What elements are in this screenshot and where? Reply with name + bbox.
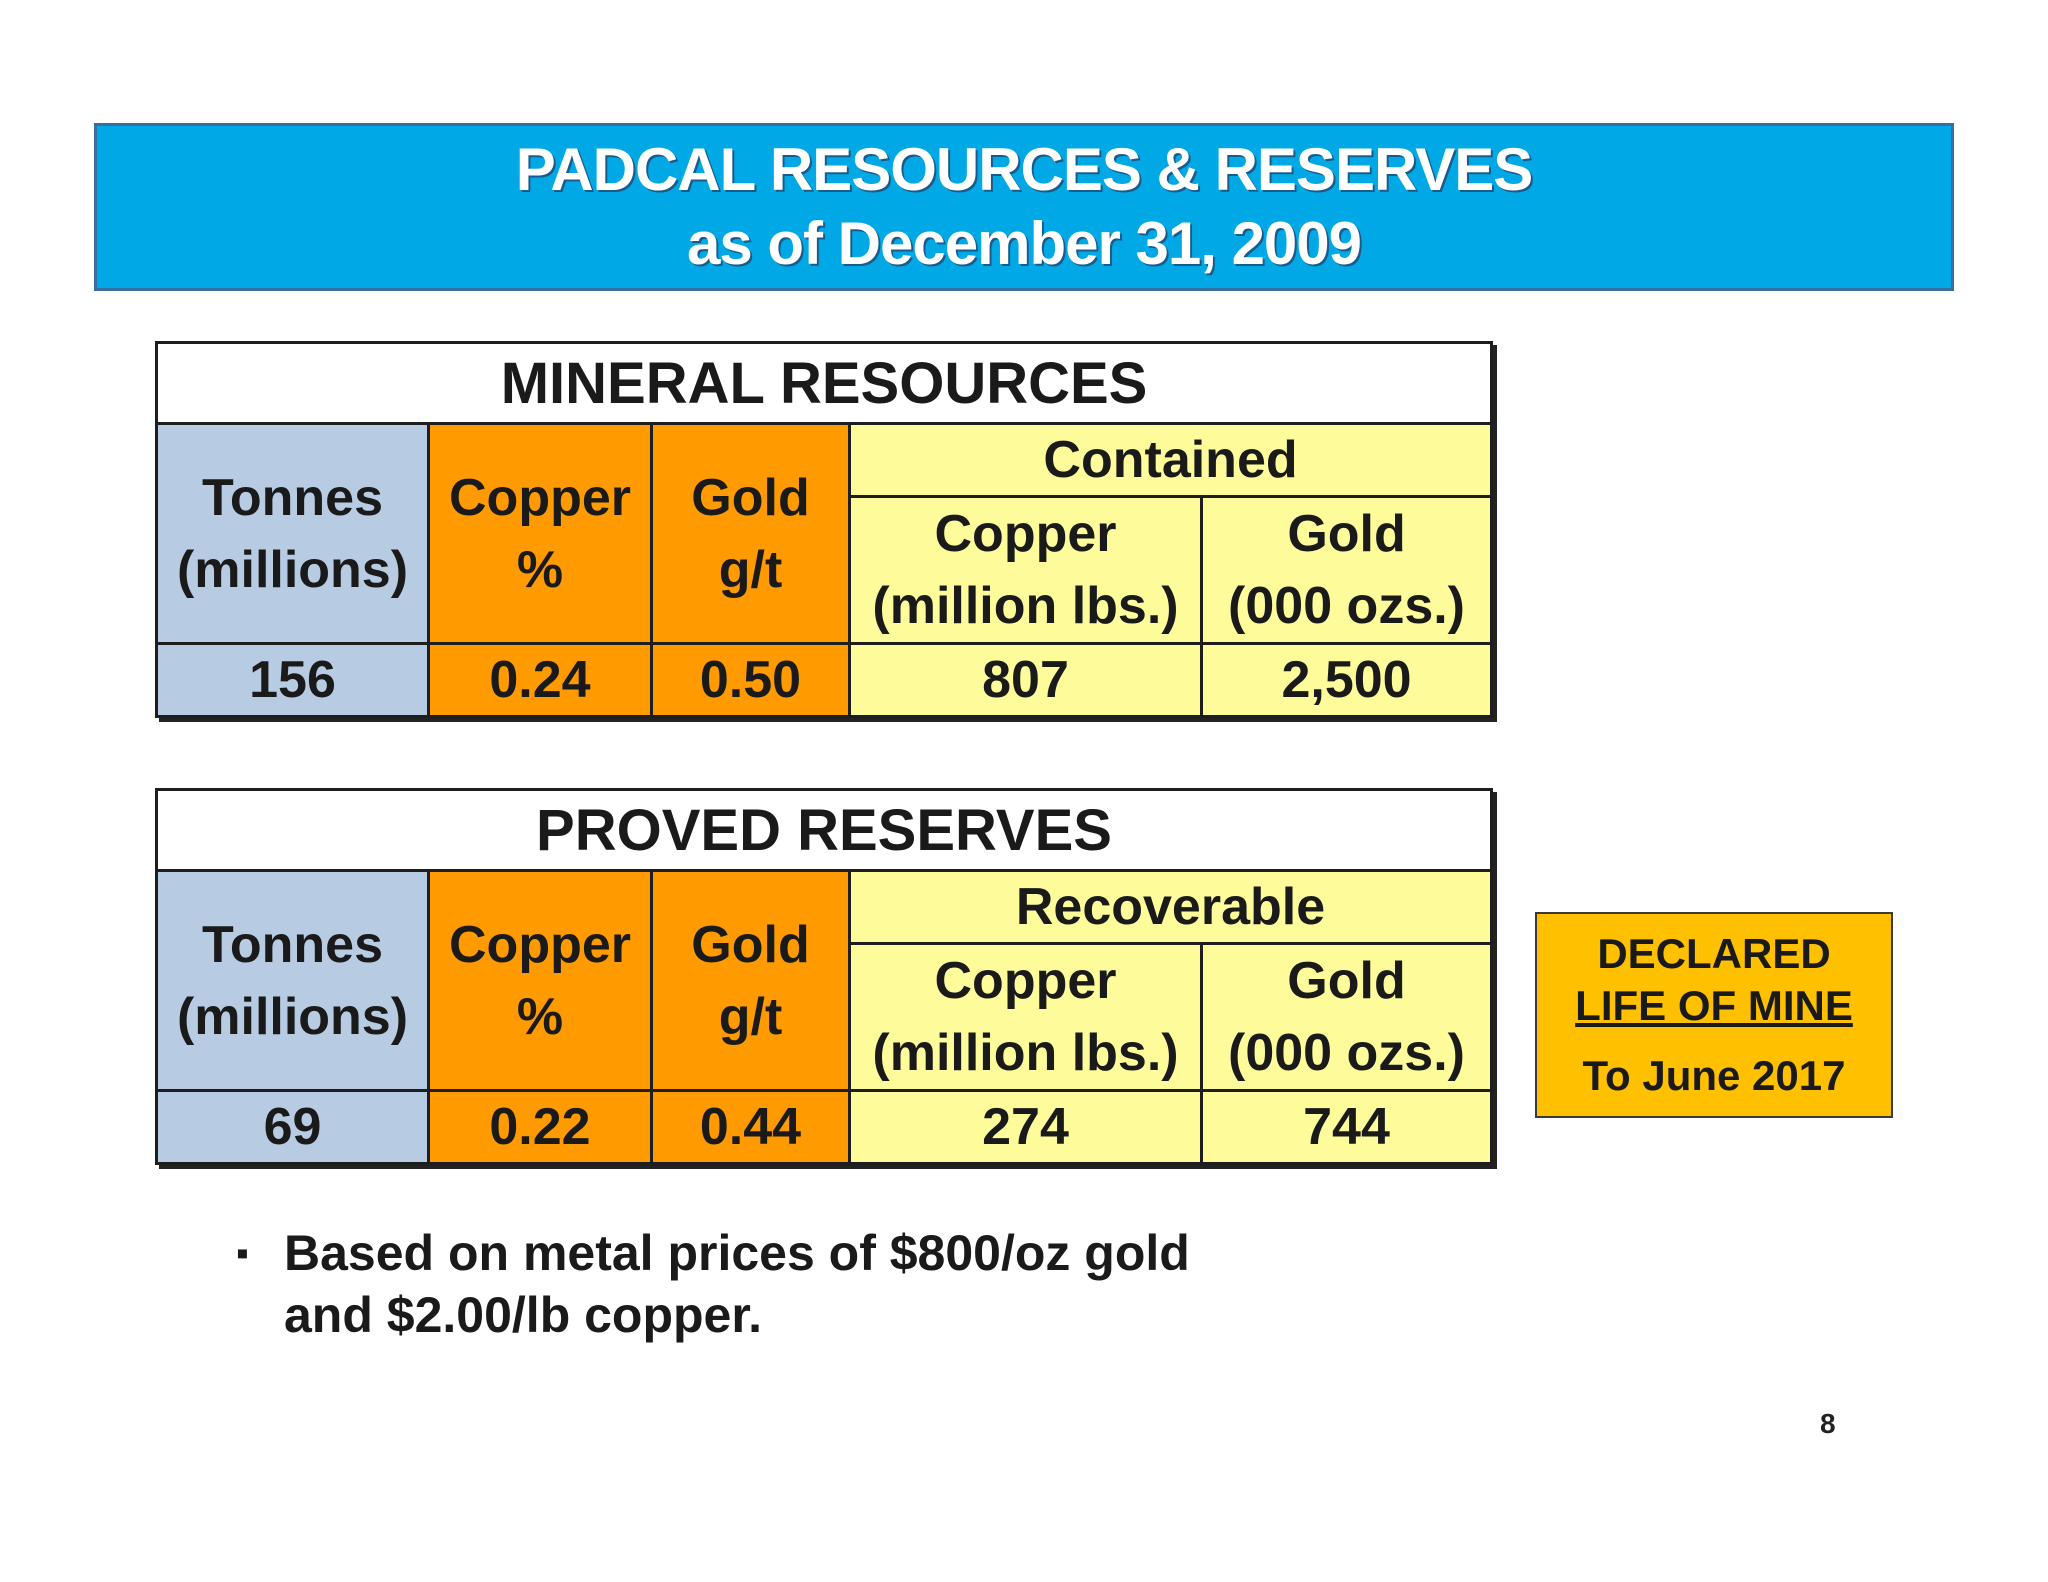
value-tonnes: 156 <box>155 642 430 718</box>
slide-title-line-1: PADCAL RESOURCES & RESERVES <box>515 136 1534 203</box>
proved-reserves-table: PROVED RESERVES Tonnes (millions) Copper… <box>155 788 1493 1165</box>
value-gold-grade: 0.50 <box>650 642 851 718</box>
declared-life-of-mine-box: DECLARED LIFE OF MINE To June 2017 <box>1535 912 1893 1118</box>
header-copper-grade: Copper % <box>427 422 653 645</box>
header-label: Copper <box>934 952 1117 1010</box>
table-caption: PROVED RESERVES <box>155 788 1493 872</box>
value-copper-contained: 807 <box>848 642 1203 718</box>
slide-title-banner: PADCAL RESOURCES & RESERVES as of Decemb… <box>94 123 1954 291</box>
header-label: Gold <box>691 468 810 527</box>
declared-line-1: DECLARED <box>1597 930 1831 977</box>
table-row: 156 0.24 0.50 807 2,500 <box>155 642 1494 718</box>
header-gold-recoverable: Gold (000 ozs.) <box>1200 942 1493 1092</box>
header-unit: % <box>516 540 564 599</box>
value-copper-recoverable: 274 <box>848 1089 1203 1165</box>
header-gold-grade: Gold g/t <box>650 869 851 1092</box>
header-label: Copper <box>449 915 631 974</box>
header-unit: g/t <box>718 540 783 599</box>
bullet-square-icon: ▪ <box>236 1232 249 1273</box>
value-tonnes: 69 <box>155 1089 430 1165</box>
header-label: Gold <box>691 915 810 974</box>
declared-line-3: To June 2017 <box>1582 1052 1846 1099</box>
table-caption: MINERAL RESOURCES <box>154 341 1494 425</box>
bullet-text: Based on metal prices of $800/oz gold an… <box>284 1222 1434 1346</box>
value-gold-recoverable: 744 <box>1200 1089 1493 1165</box>
table-row: 69 0.22 0.44 274 744 <box>155 1089 1493 1165</box>
header-unit: % <box>516 987 564 1046</box>
header-label: Tonnes <box>201 915 384 974</box>
header-unit: (million lbs.) <box>872 577 1179 635</box>
header-unit: g/t <box>718 987 783 1046</box>
header-copper-recoverable: Copper (million lbs.) <box>848 942 1203 1092</box>
header-label: Tonnes <box>201 468 384 527</box>
header-gold-contained: Gold (000 ozs.) <box>1199 495 1494 645</box>
value-gold-contained: 2,500 <box>1199 642 1494 718</box>
header-unit: (000 ozs.) <box>1228 1024 1465 1082</box>
header-label: Copper <box>449 468 631 527</box>
header-label: Gold <box>1287 952 1406 1010</box>
slide-title-line-2: as of December 31, 2009 <box>686 210 1362 277</box>
header-unit: (million lbs.) <box>872 1024 1179 1082</box>
header-recoverable: Recoverable <box>848 869 1493 945</box>
header-tonnes: Tonnes (millions) <box>155 869 430 1092</box>
value-copper-grade: 0.22 <box>427 1089 653 1165</box>
header-copper-grade: Copper % <box>427 869 653 1092</box>
header-unit: (millions) <box>176 987 409 1046</box>
header-unit: (millions) <box>176 540 409 599</box>
value-gold-grade: 0.44 <box>650 1089 851 1165</box>
value-copper-grade: 0.24 <box>427 642 653 718</box>
header-gold-grade: Gold g/t <box>650 422 851 645</box>
page-number: 8 <box>1820 1408 1836 1439</box>
header-copper-contained: Copper (million lbs.) <box>848 495 1203 645</box>
declared-line-2: LIFE OF MINE <box>1575 982 1853 1029</box>
header-contained: Contained <box>847 422 1494 498</box>
header-label: Gold <box>1287 505 1406 563</box>
bullet-line-2: and $2.00/lb copper. <box>284 1287 762 1343</box>
header-tonnes: Tonnes (millions) <box>155 422 430 645</box>
header-unit: (000 ozs.) <box>1228 577 1466 635</box>
bullet-line-1: Based on metal prices of $800/oz gold <box>284 1225 1190 1281</box>
header-label: Copper <box>934 505 1117 563</box>
mineral-resources-table: MINERAL RESOURCES Tonnes (millions) Copp… <box>154 341 1494 718</box>
